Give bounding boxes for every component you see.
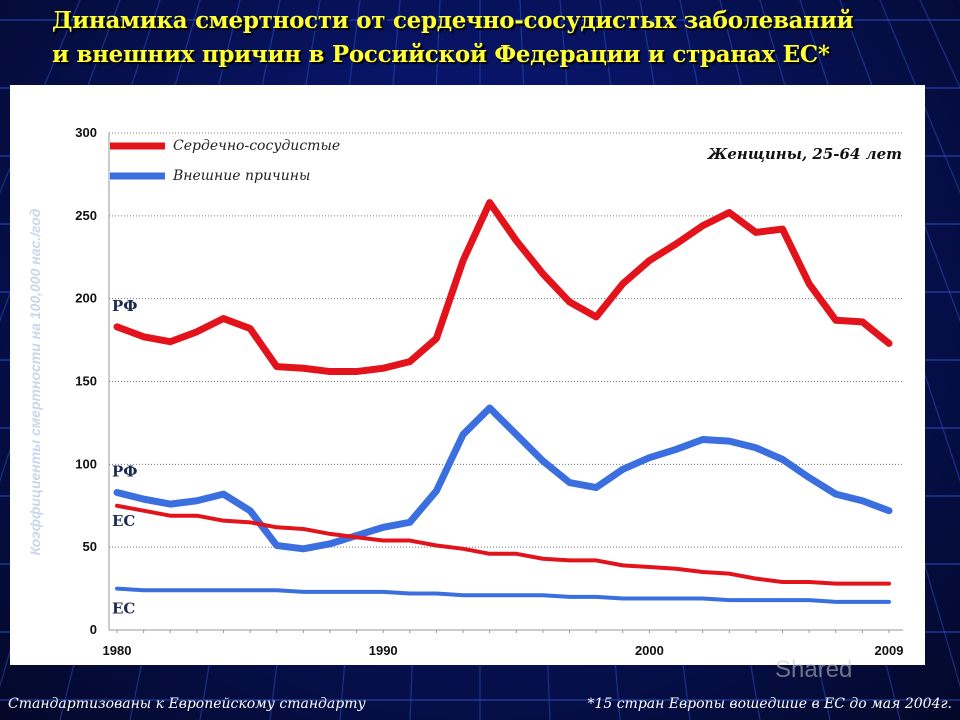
x-tick-label: 1980 [103,643,132,658]
y-tick-label: 100 [75,456,97,471]
x-tick-label: 2009 [875,643,904,658]
footer-left: Стандартизованы к Европейскому стандарту [8,696,366,712]
legend-label-cardio: Сердечно-сосудистые [173,138,340,154]
title-line-1: Динамика смертности от сердечно-сосудист… [52,7,854,34]
watermark: Shared [775,656,853,683]
y-tick-label: 0 [90,622,97,637]
chart-panel [10,85,925,665]
y-tick-label: 150 [75,374,97,389]
series-line-external-rf [113,404,893,553]
y-tick-label: 300 [75,125,97,140]
bg-grid-line [879,0,960,194]
series-line-external-eu [115,586,891,604]
y-tick-label: 50 [83,539,97,554]
footer-right: *15 стран Европы вошедшие в ЕС до мая 20… [587,696,952,712]
y-axis-label: Коэффициенты смертности на 100,000 нас./… [27,208,43,555]
x-tick-label: 1990 [369,643,398,658]
series-line-cardio-eu [115,503,891,586]
series-label: РФ [112,462,138,480]
series-label: ЕС [112,512,135,530]
y-tick-label: 200 [75,291,97,306]
page-title: Динамика смертности от сердечно-сосудист… [52,4,952,72]
series-label: РФ [112,297,138,315]
legend-label-external: Внешние причины [172,168,310,184]
series-label: ЕС [112,600,135,618]
series-line-cardio-rf [113,199,893,376]
title-line-2: и внешних причин в Российской Федерации … [52,41,830,68]
legend: Сердечно-сосудистые Внешние причины [110,138,340,184]
x-tick-label: 2000 [635,643,664,658]
annotation: Женщины, 25-64 лет [707,145,902,163]
y-tick-label: 250 [75,208,97,223]
